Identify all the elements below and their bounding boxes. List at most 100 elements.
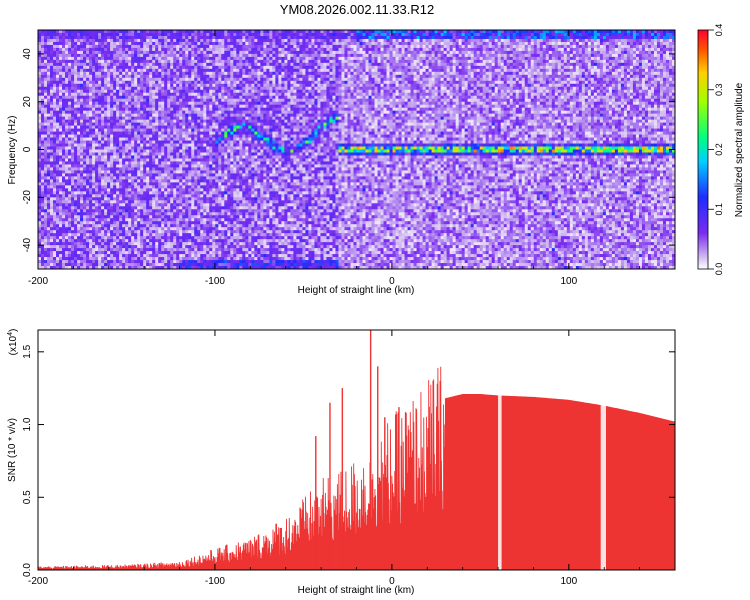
heatmap-cell [116,254,120,258]
heatmap-cell [221,59,225,64]
heatmap-cell [158,227,162,231]
heatmap-cell [68,83,72,88]
heatmap-cell [44,221,48,225]
heatmap-cell [212,101,216,106]
heatmap-cell [68,47,72,52]
heatmap-cell [62,74,66,79]
heatmap-cell [116,30,120,34]
heatmap-cell [80,53,84,58]
heatmap-cell [113,77,117,82]
heatmap-cell [83,245,87,249]
heatmap-cell [110,86,114,91]
heatmap-cell [59,98,63,103]
heatmap-cell [44,197,48,201]
heatmap-cell [107,233,111,237]
heatmap-cell [56,155,60,159]
heatmap-cell [128,263,132,267]
heatmap-cell [68,71,72,76]
heatmap-cell [44,113,48,117]
heatmap-cell [206,143,210,147]
heatmap-cell [206,125,210,129]
heatmap-cell [149,194,153,198]
heatmap-cell [194,209,198,213]
heatmap-cell [119,149,123,153]
heatmap-cell [143,143,147,147]
heatmap-cell [59,134,63,138]
heatmap-cell [65,143,69,147]
heatmap-cell [146,194,150,198]
heatmap-cell [110,161,114,165]
heatmap-cell [122,227,126,231]
heatmap-cell [65,107,69,112]
heatmap-cell [92,92,96,97]
heatmap-cell [116,143,120,147]
heatmap-cell [221,191,225,195]
heatmap-cell [179,95,183,100]
heatmap-cell [110,122,114,126]
heatmap-cell [188,92,192,97]
heatmap-cell [95,179,99,183]
heatmap-cell [113,143,117,147]
heatmap-cell [173,221,177,225]
heatmap-cell [167,35,171,40]
heatmap-cell [182,233,186,237]
heatmap-cell [203,41,207,46]
heatmap-cell [41,107,45,112]
heatmap-cell [191,155,195,159]
heatmap-cell [44,209,48,213]
heatmap-cell [200,188,204,192]
heatmap-cell [176,65,180,70]
heatmap-cell [146,215,150,219]
heatmap-cell [71,113,75,117]
heatmap-cell [155,257,159,261]
heatmap-cell [41,119,45,123]
heatmap-cell [188,221,192,225]
heatmap-cell [140,41,144,46]
heatmap-cell [173,239,177,243]
heatmap-cell [110,248,114,252]
heatmap-cell [164,203,168,207]
heatmap-cell [95,230,99,234]
heatmap-cell [62,119,66,123]
heatmap-cell [158,149,162,153]
heatmap-cell [131,212,135,216]
heatmap-cell [110,140,114,144]
heatmap-cell [98,203,102,207]
heatmap-cell [197,131,201,135]
heatmap-cell [215,179,219,183]
heatmap-cell [110,179,114,183]
heatmap-cell [191,30,195,34]
heatmap-cell [215,92,219,97]
heatmap-cell [80,134,84,138]
heatmap-cell [182,230,186,234]
heatmap-cell [182,251,186,255]
heatmap-cell [116,236,120,240]
heatmap-cell [209,74,213,79]
heatmap-cell [116,167,120,171]
heatmap-cell [146,77,150,82]
heatmap-cell [65,242,69,246]
heatmap-cell [221,110,225,114]
heatmap-cell [92,170,96,174]
heatmap-cell [209,215,213,219]
heatmap-cell [158,140,162,144]
heatmap-cell [137,77,141,82]
heatmap-cell [122,167,126,171]
heatmap-cell [197,218,201,222]
heatmap-cell [56,92,60,97]
heatmap-cell [116,146,120,150]
heatmap-cell [203,89,207,94]
heatmap-cell [122,254,126,258]
heatmap-cell [176,125,180,129]
heatmap-cell [167,89,171,94]
heatmap-cell [209,206,213,210]
heatmap-cell [56,95,60,100]
heatmap-cell [125,224,129,228]
heatmap-cell [41,68,45,73]
heatmap-cell [200,245,204,249]
heatmap-cell [164,98,168,103]
heatmap-cell [104,170,108,174]
heatmap-cell [65,248,69,252]
heatmap-cell [47,224,51,228]
heatmap-cell [68,95,72,100]
